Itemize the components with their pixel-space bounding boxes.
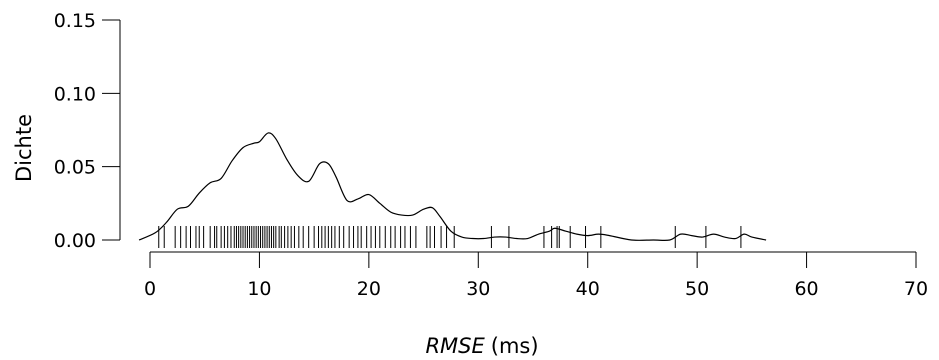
x-tick-label: 40 bbox=[576, 278, 600, 300]
x-axis-title: RMSE (ms) bbox=[425, 334, 538, 358]
x-tick-label: 50 bbox=[685, 278, 709, 300]
x-axis-title-unit: (ms) bbox=[491, 334, 539, 358]
y-tick-label: 0.10 bbox=[54, 83, 96, 105]
y-tick-label: 0.15 bbox=[54, 10, 96, 32]
x-tick-label: 60 bbox=[794, 278, 818, 300]
x-tick-label: 0 bbox=[144, 278, 156, 300]
density-curve bbox=[138, 132, 767, 242]
plot-area bbox=[138, 132, 767, 248]
x-tick-label: 20 bbox=[357, 278, 381, 300]
x-axis: 0 10 20 30 40 50 60 70 bbox=[144, 251, 928, 300]
x-tick-label: 30 bbox=[466, 278, 490, 300]
x-tick-label: 70 bbox=[904, 278, 928, 300]
y-tick-label: 0.00 bbox=[54, 230, 96, 252]
y-axis-title: Dichte bbox=[12, 114, 36, 182]
x-axis-title-variable: RMSE bbox=[425, 334, 485, 358]
x-tick-label: 10 bbox=[247, 278, 271, 300]
y-axis: 0.00 0.05 0.10 0.15 bbox=[54, 10, 121, 252]
y-tick-label: 0.05 bbox=[54, 157, 96, 179]
